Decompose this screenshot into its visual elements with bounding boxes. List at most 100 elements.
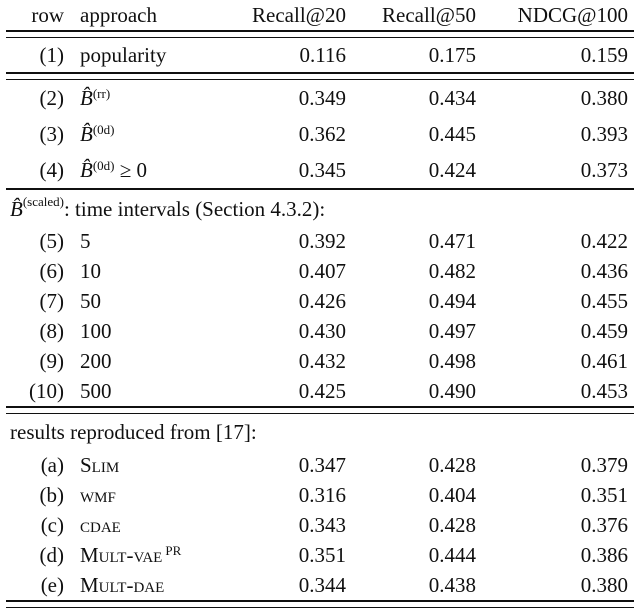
rule-section-divider xyxy=(6,406,634,414)
approach-cell: cdae xyxy=(80,512,121,537)
ndcg100-cell: 0.393 xyxy=(580,121,628,146)
recall50-cell: 0.404 xyxy=(428,482,476,507)
row-number: (d) xyxy=(39,542,65,567)
approach-cell: B̂(0d) ≥ 0 xyxy=(64,158,234,183)
table-row: (a) Slim 0.347 0.428 0.379 xyxy=(6,450,634,480)
recall20-cell: 0.316 xyxy=(298,482,346,507)
ndcg100-cell: 0.351 xyxy=(580,482,628,507)
recall20-cell: 0.430 xyxy=(298,318,346,343)
row-number: (5) xyxy=(39,228,65,253)
column-header-recall50: Recall@50 xyxy=(382,2,476,27)
recall20-cell: 0.344 xyxy=(298,572,346,597)
ndcg100-cell: 0.380 xyxy=(580,85,628,110)
approach-superscript: (rr) xyxy=(92,85,111,101)
row-number: (6) xyxy=(39,258,65,283)
row-number: (c) xyxy=(40,512,64,537)
recall50-cell: 0.428 xyxy=(428,452,476,477)
recall50-cell: 0.497 xyxy=(428,318,476,343)
section-heading-text: : time intervals (Section 4.3.2): xyxy=(63,196,326,221)
ndcg100-cell: 0.376 xyxy=(580,512,628,537)
table-row: (b) wmf 0.316 0.404 0.351 xyxy=(6,480,634,510)
table-row: (6) 10 0.407 0.482 0.436 xyxy=(6,256,634,286)
recall50-cell: 0.445 xyxy=(428,121,476,146)
recall20-cell: 0.349 xyxy=(298,85,346,110)
approach-cell: 5 xyxy=(80,228,91,253)
recall20-cell: 0.407 xyxy=(298,258,346,283)
recall50-cell: 0.471 xyxy=(428,228,476,253)
table-row: (9) 200 0.432 0.498 0.461 xyxy=(6,346,634,376)
table-row: (7) 50 0.426 0.494 0.455 xyxy=(6,286,634,316)
approach-cell: 50 xyxy=(80,288,101,313)
row-number: (8) xyxy=(39,318,65,343)
table-row: (2) B̂(rr) 0.349 0.434 0.380 xyxy=(6,80,634,116)
row-number: (9) xyxy=(39,348,65,373)
approach-symbol: B̂ xyxy=(80,157,93,182)
recall50-cell: 0.438 xyxy=(428,572,476,597)
section-heading-reproduced: results reproduced from [17]: xyxy=(10,419,257,444)
column-header-approach: approach xyxy=(80,2,157,27)
recall50-cell: 0.490 xyxy=(428,378,476,403)
rule-below-header xyxy=(6,30,634,38)
recall50-cell: 0.498 xyxy=(428,348,476,373)
approach-cell: 100 xyxy=(80,318,112,343)
rule-section-divider xyxy=(6,188,634,192)
approach-superscript: (0d) xyxy=(92,121,115,137)
row-number: (10) xyxy=(29,378,64,403)
approach-label: Mult-vae xyxy=(80,542,163,567)
table-row: (10) 500 0.425 0.490 0.453 xyxy=(6,376,634,406)
recall20-cell: 0.392 xyxy=(298,228,346,253)
recall20-cell: 0.345 xyxy=(298,157,346,182)
approach-cell: 10 xyxy=(80,258,101,283)
recall50-cell: 0.494 xyxy=(428,288,476,313)
recall50-cell: 0.175 xyxy=(428,42,476,67)
recall20-cell: 0.351 xyxy=(298,542,346,567)
ndcg100-cell: 0.422 xyxy=(580,228,628,253)
ndcg100-cell: 0.379 xyxy=(580,452,628,477)
section-bhat-variants: (2) B̂(rr) 0.349 0.434 0.380 (3) B̂(0d) … xyxy=(6,80,634,188)
approach-symbol: B̂ xyxy=(80,121,93,146)
approach-cell: 500 xyxy=(80,378,112,403)
table-row: (8) 100 0.430 0.497 0.459 xyxy=(6,316,634,346)
table-row: Mult-vae PR (d) 0.351 0.444 0.386 xyxy=(6,540,634,570)
approach-cell: B̂(0d) xyxy=(64,122,234,147)
approach-cell: wmf xyxy=(80,482,116,507)
recall20-cell: 0.432 xyxy=(298,348,346,373)
table-header-row: row approach Recall@20 Recall@50 NDCG@10… xyxy=(6,0,634,30)
recall50-cell: 0.424 xyxy=(428,157,476,182)
section-reproduced-results: results reproduced from [17]: (a) Slim 0… xyxy=(6,414,634,600)
recall20-cell: 0.343 xyxy=(298,512,346,537)
table-row: (4) B̂(0d) ≥ 0 0.345 0.424 0.373 xyxy=(6,152,634,188)
recall50-cell: 0.444 xyxy=(428,542,476,567)
section-heading-superscript: (scaled) xyxy=(22,194,64,209)
ndcg100-cell: 0.459 xyxy=(580,318,628,343)
table-row: (c) cdae 0.343 0.428 0.376 xyxy=(6,510,634,540)
section-baseline: (1) popularity 0.116 0.175 0.159 xyxy=(6,38,634,72)
ndcg100-cell: 0.453 xyxy=(580,378,628,403)
rule-table-bottom xyxy=(6,600,634,608)
ndcg100-cell: 0.436 xyxy=(580,258,628,283)
row-number: (4) xyxy=(39,157,65,182)
approach-superscript: (0d) xyxy=(92,157,115,173)
approach-cell: Mult-dae xyxy=(80,572,165,597)
approach-cell: popularity xyxy=(80,42,167,67)
column-header-ndcg100: NDCG@100 xyxy=(517,2,628,27)
table-row: (e) Mult-dae 0.344 0.438 0.380 xyxy=(6,570,634,600)
ndcg100-cell: 0.380 xyxy=(580,572,628,597)
section-time-intervals: B̂ (scaled): time intervals (Section 4.3.… xyxy=(6,192,634,406)
recall20-cell: 0.426 xyxy=(298,288,346,313)
approach-superscript: PR xyxy=(165,542,182,558)
recall50-cell: 0.482 xyxy=(428,258,476,283)
table-row: (3) B̂(0d) 0.362 0.445 0.393 xyxy=(6,116,634,152)
recall50-cell: 0.434 xyxy=(428,85,476,110)
recall50-cell: 0.428 xyxy=(428,512,476,537)
row-number: (3) xyxy=(39,121,65,146)
recall20-cell: 0.347 xyxy=(298,452,346,477)
row-number: (a) xyxy=(40,452,64,477)
rule-section-divider xyxy=(6,72,634,80)
approach-symbol: B̂ xyxy=(80,85,93,110)
table-row: (5) 5 0.392 0.471 0.422 xyxy=(6,226,634,256)
row-number: (2) xyxy=(39,85,65,110)
section-heading-time-intervals: B̂ (scaled): time intervals (Section 4.3.… xyxy=(6,192,634,226)
row-number: (1) xyxy=(39,42,65,67)
approach-suffix: ≥ 0 xyxy=(114,157,148,182)
